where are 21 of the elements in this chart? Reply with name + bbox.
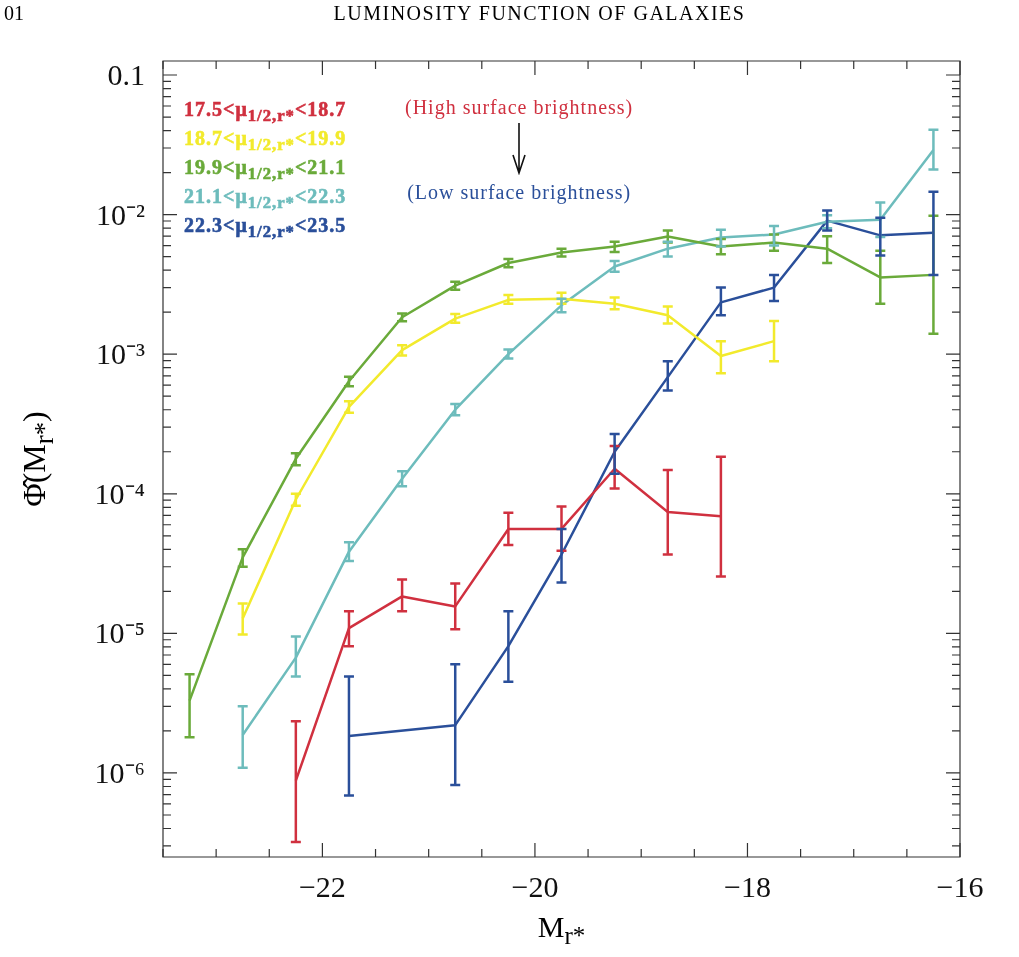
y-tick-label: 10⁻⁵ xyxy=(94,616,145,650)
y-tick-label: 10⁻⁶ xyxy=(94,755,145,789)
text: 21.1<μ$_{1/2,r*}$<22.3 xyxy=(184,185,347,214)
y-tick-label: 10⁻⁴ xyxy=(94,476,145,510)
x-tick-label: −16 xyxy=(936,869,984,903)
chart-title: LUMINOSITY FUNCTION OF GALAXIES xyxy=(333,2,746,24)
x-tick-label: −20 xyxy=(511,869,559,903)
text: 18.7<μ$_{1/2,r*}$<19.9 xyxy=(184,127,347,156)
annotation: (High surface brightness) xyxy=(405,96,634,119)
y-tick-label: 10⁻² xyxy=(96,197,145,231)
x-tick-label: −18 xyxy=(724,869,771,903)
y-tick-label: 0.1 xyxy=(107,57,145,91)
text: 22.3<μ$_{1/2,r*}$<23.5 xyxy=(184,214,347,243)
text: 01 xyxy=(4,2,24,25)
point xyxy=(661,240,675,258)
y-tick-label: 10⁻³ xyxy=(96,337,145,371)
x-tick-label: −22 xyxy=(298,869,346,903)
text: 19.9<μ$_{1/2,r*}$<21.1 xyxy=(184,156,347,185)
x-axis-title: M$_{r*}$ xyxy=(536,910,587,950)
text: 17.5<μ$_{1/2,r*}$<18.7 xyxy=(184,98,347,127)
annotation: (Low surface brightness) xyxy=(407,181,632,204)
